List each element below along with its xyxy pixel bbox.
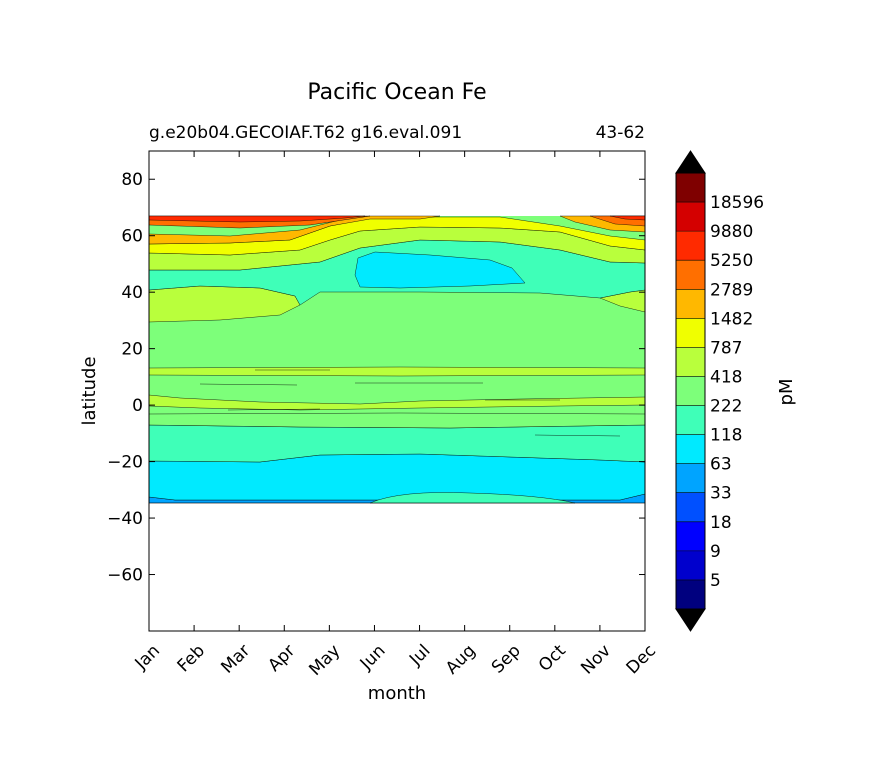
contour-field bbox=[149, 215, 645, 504]
y-tick-label: 80 bbox=[121, 170, 143, 190]
y-tick-label: 20 bbox=[121, 340, 143, 360]
colorbar-level bbox=[676, 318, 705, 348]
colorbar-extend-min bbox=[675, 608, 706, 632]
colorbar-level bbox=[676, 492, 705, 522]
colorbar-level bbox=[676, 202, 705, 232]
colorbar-level bbox=[676, 434, 705, 464]
colorbar-tick-label: 9880 bbox=[710, 222, 753, 242]
colorbar-tick-label: 5 bbox=[710, 571, 721, 591]
x-tick-label: Aug bbox=[442, 641, 480, 679]
x-tick-label: May bbox=[305, 641, 344, 680]
y-tick-label: 40 bbox=[121, 283, 143, 303]
y-axis-label: latitude bbox=[79, 356, 100, 425]
colorbar-level bbox=[676, 231, 705, 261]
colorbar-level bbox=[676, 376, 705, 406]
chart-subtitle-left: g.e20b04.GECOIAF.T62 g16.eval.091 bbox=[149, 123, 462, 143]
contour-bump-south bbox=[369, 492, 576, 504]
colorbar-tick-label: 9 bbox=[710, 542, 721, 562]
colorbar-tick-label: 418 bbox=[710, 367, 742, 387]
colorbar-tick-label: 787 bbox=[710, 338, 742, 358]
colorbar-tick-label: 1482 bbox=[710, 309, 753, 329]
colorbar-level bbox=[676, 260, 705, 290]
colorbar-tick-label: 118 bbox=[710, 426, 742, 446]
x-tick-label: Nov bbox=[577, 641, 615, 679]
colorbar-tick-label: 5250 bbox=[710, 251, 753, 271]
x-axis-label: month bbox=[368, 683, 426, 704]
colorbar-tick-label: 222 bbox=[710, 397, 742, 417]
y-tick-label: 0 bbox=[132, 396, 143, 416]
x-tick-label: Apr bbox=[264, 641, 299, 676]
x-tick-label: Sep bbox=[488, 641, 525, 678]
colorbar-tick-label: 2789 bbox=[710, 280, 753, 300]
contour-core-63-118 bbox=[354, 251, 526, 289]
contour-band-equatorial bbox=[149, 394, 645, 411]
colorbar-level bbox=[676, 173, 705, 203]
x-tick-label: Jun bbox=[356, 641, 390, 675]
colorbar-level bbox=[676, 521, 705, 551]
y-tick-label: −20 bbox=[107, 453, 143, 473]
colorbar-level bbox=[676, 463, 705, 493]
y-tick-label: 60 bbox=[121, 227, 143, 247]
x-tick-label: Feb bbox=[174, 641, 209, 676]
x-tick-label: Dec bbox=[623, 641, 660, 678]
colorbar-level bbox=[676, 405, 705, 435]
colorbar: 5 9 18 33 63 118 222 418 787 1482 2789 5250 9880 1859… bbox=[675, 150, 764, 632]
contour-band-63-67 bbox=[149, 215, 366, 223]
x-tick-label: Jan bbox=[131, 641, 164, 674]
colorbar-label: pM bbox=[776, 379, 797, 406]
contour-band-thin-south bbox=[149, 412, 645, 429]
colorbar-tick-label: 63 bbox=[710, 455, 732, 475]
colorbar-frame bbox=[675, 172, 706, 610]
colorbar-tick-label: 18596 bbox=[710, 193, 764, 213]
y-axis-ticks: 80 60 40 20 0 −20 −40 −60 bbox=[107, 170, 645, 586]
chart-subtitle-right: 43-62 bbox=[596, 123, 645, 143]
contour-band-10n bbox=[149, 366, 645, 377]
y-tick-label: −60 bbox=[107, 566, 143, 586]
y-tick-label: −40 bbox=[107, 509, 143, 529]
chart-title: Pacific Ocean Fe bbox=[307, 80, 486, 105]
plot-frame bbox=[148, 150, 646, 632]
colorbar-tick-label: 33 bbox=[710, 484, 732, 504]
colorbar-level bbox=[676, 347, 705, 377]
x-tick-label: Jul bbox=[405, 641, 434, 670]
contour-band-58-61 bbox=[149, 215, 441, 245]
colorbar-level bbox=[676, 550, 705, 580]
colorbar-tick-label: 18 bbox=[710, 513, 732, 533]
colorbar-extend-max bbox=[675, 150, 706, 174]
colorbar-level bbox=[676, 579, 705, 609]
colorbar-level bbox=[676, 289, 705, 319]
x-tick-label: Oct bbox=[535, 641, 570, 676]
contour-band-63-67-east bbox=[609, 215, 645, 221]
x-tick-label: Mar bbox=[217, 641, 254, 678]
